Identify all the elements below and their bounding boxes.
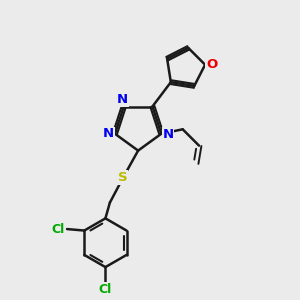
Text: Cl: Cl	[99, 283, 112, 296]
Text: S: S	[118, 171, 128, 184]
Text: N: N	[162, 128, 173, 141]
Text: O: O	[206, 58, 217, 71]
Text: Cl: Cl	[52, 223, 65, 236]
Text: N: N	[103, 127, 114, 140]
Text: N: N	[117, 94, 128, 106]
